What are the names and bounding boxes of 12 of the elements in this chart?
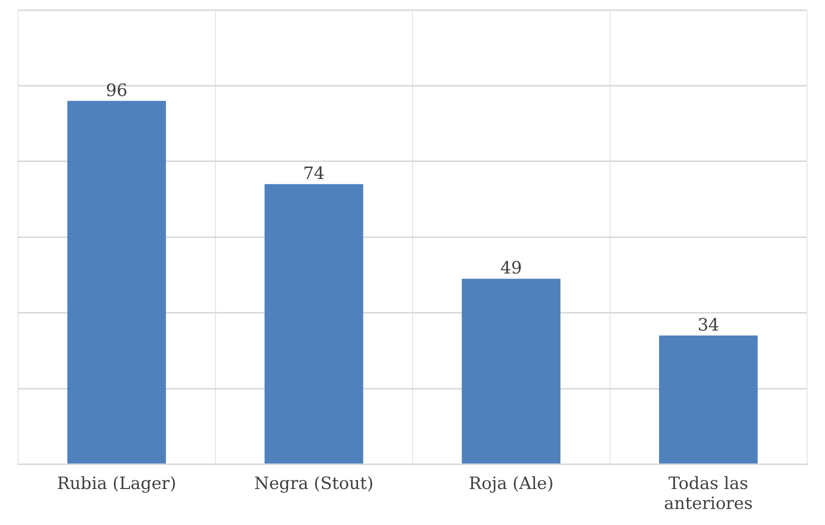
data-label: 74 bbox=[303, 164, 325, 184]
data-label: 96 bbox=[106, 80, 128, 101]
x-tick-label: Negra (Stout) bbox=[254, 474, 374, 494]
data-label: 34 bbox=[698, 315, 720, 336]
data-label: 49 bbox=[500, 258, 522, 279]
bar bbox=[462, 278, 560, 464]
bar bbox=[264, 184, 364, 464]
bar bbox=[659, 336, 758, 464]
x-tick-label: Todas las anteriores bbox=[664, 474, 753, 514]
x-tick-label: Rubia (Lager) bbox=[56, 474, 176, 494]
bar bbox=[67, 100, 166, 464]
x-tick-label: Roja (Ale) bbox=[468, 474, 554, 494]
